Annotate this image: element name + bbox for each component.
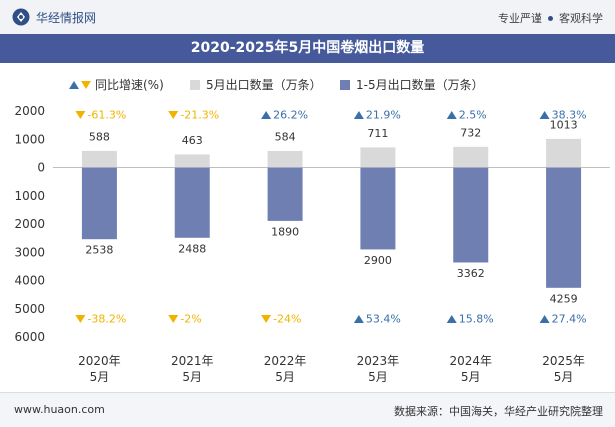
tagline-dot xyxy=(548,15,553,21)
footer-divider xyxy=(0,392,615,393)
growth-label-cumulative: 15.8% xyxy=(459,313,494,326)
bar-cumulative xyxy=(546,167,582,288)
x-tick-label: 5月 xyxy=(275,370,295,384)
growth-up-icon xyxy=(446,315,457,323)
legend-label: 同比增速(%) xyxy=(95,78,164,92)
growth-label-cumulative: -38.2% xyxy=(87,313,126,326)
growth-label-monthly: 21.9% xyxy=(366,109,401,122)
data-label-monthly: 732 xyxy=(460,126,481,139)
growth-down-icon xyxy=(75,111,86,119)
bar-monthly xyxy=(360,147,396,168)
data-label-monthly: 1013 xyxy=(550,118,578,131)
growth-up-icon xyxy=(353,111,364,119)
x-tick-label: 2022年 xyxy=(264,354,307,368)
data-label-cumulative: 3362 xyxy=(457,267,485,280)
bar-monthly xyxy=(546,138,582,168)
data-label-monthly: 588 xyxy=(89,130,110,143)
growth-down-icon xyxy=(75,315,86,323)
growth-up-icon xyxy=(261,111,272,119)
title-bar: 2020-2025年5月中国卷烟出口数量 xyxy=(0,34,615,63)
growth-label-cumulative: 53.4% xyxy=(366,313,401,326)
growth-up-icon xyxy=(539,315,550,323)
bar-cumulative xyxy=(453,167,489,263)
growth-up-icon xyxy=(353,315,364,323)
growth-label-monthly: 38.3% xyxy=(552,109,587,122)
brand-name: 华经情报网 xyxy=(36,10,97,25)
growth-down-icon xyxy=(261,315,272,323)
footer: www.huaon.com 数据来源：中国海关，华经产业研究院整理 xyxy=(0,393,615,427)
footer-source: 数据来源：中国海关，华经产业研究院整理 xyxy=(394,405,603,418)
data-label-monthly: 584 xyxy=(275,131,296,144)
bar-monthly xyxy=(453,146,489,168)
x-tick-label: 2021年 xyxy=(171,354,214,368)
growth-label-monthly: -21.3% xyxy=(180,109,219,122)
tagline-left: 专业严谨 xyxy=(498,12,542,25)
data-label-cumulative: 2538 xyxy=(85,244,113,257)
growth-label-monthly: 26.2% xyxy=(273,109,308,122)
y-tick-label: 5000 xyxy=(14,302,45,316)
top-bar: 华经情报网 专业严谨 客观科学 xyxy=(0,0,615,34)
x-tick-label: 5月 xyxy=(182,370,202,384)
data-label-cumulative: 4259 xyxy=(550,292,578,305)
legend-up-icon xyxy=(69,81,79,89)
legend-swatch xyxy=(340,80,350,90)
bar-cumulative xyxy=(174,167,210,238)
x-tick-label: 5月 xyxy=(554,370,574,384)
y-tick-label: 6000 xyxy=(14,330,45,344)
y-tick-label: 0 xyxy=(37,161,45,175)
bar-cumulative xyxy=(81,167,117,240)
chart-title: 2020-2025年5月中国卷烟出口数量 xyxy=(190,40,425,56)
x-tick-label: 5月 xyxy=(90,370,110,384)
growth-label-cumulative: -24% xyxy=(273,313,301,326)
x-tick-label: 2024年 xyxy=(449,354,492,368)
y-tick-label: 2000 xyxy=(14,104,45,118)
x-tick-label: 2025年 xyxy=(542,354,585,368)
bar-monthly xyxy=(81,150,117,168)
legend-label: 1-5月出口数量（万条） xyxy=(356,77,484,92)
data-label-cumulative: 2488 xyxy=(178,242,206,255)
x-tick-label: 2023年 xyxy=(357,354,400,368)
growth-label-cumulative: 27.4% xyxy=(552,313,587,326)
x-tick-label: 5月 xyxy=(461,370,481,384)
x-tick-label: 5月 xyxy=(368,370,388,384)
data-label-cumulative: 1890 xyxy=(271,225,299,238)
y-tick-label: 4000 xyxy=(14,274,45,288)
growth-up-icon xyxy=(446,111,457,119)
logo-icon xyxy=(12,8,30,26)
data-label-cumulative: 2900 xyxy=(364,254,392,267)
growth-label-cumulative: -2% xyxy=(180,313,201,326)
data-label-monthly: 463 xyxy=(182,134,203,147)
legend-label: 5月出口数量（万条） xyxy=(206,77,322,92)
legend-swatch xyxy=(190,80,200,90)
y-tick-label: 1000 xyxy=(14,132,45,146)
growth-down-icon xyxy=(168,315,179,323)
tagline: 专业严谨 客观科学 xyxy=(498,10,603,26)
footer-website[interactable]: www.huaon.com xyxy=(14,403,105,416)
y-tick-label: 1000 xyxy=(14,189,45,203)
bar-monthly xyxy=(174,154,210,168)
chart: 同比增速(%) 5月出口数量（万条） 1-5月出口数量（万条） 2000 1000 0 10… xyxy=(14,77,610,384)
bar-monthly xyxy=(267,151,303,168)
data-label-monthly: 711 xyxy=(367,127,388,140)
bar-cumulative xyxy=(267,167,303,221)
growth-label-monthly: 2.5% xyxy=(459,109,487,122)
bar-cumulative xyxy=(360,167,396,250)
x-tick-label: 2020年 xyxy=(78,354,121,368)
y-tick-label: 3000 xyxy=(14,245,45,259)
growth-down-icon xyxy=(168,111,179,119)
y-tick-label: 2000 xyxy=(14,217,45,231)
tagline-right: 客观科学 xyxy=(559,12,603,25)
growth-label-monthly: -61.3% xyxy=(87,109,126,122)
legend-down-icon xyxy=(81,81,91,89)
growth-up-icon xyxy=(539,111,550,119)
brand[interactable]: 华经情报网 xyxy=(12,8,96,26)
